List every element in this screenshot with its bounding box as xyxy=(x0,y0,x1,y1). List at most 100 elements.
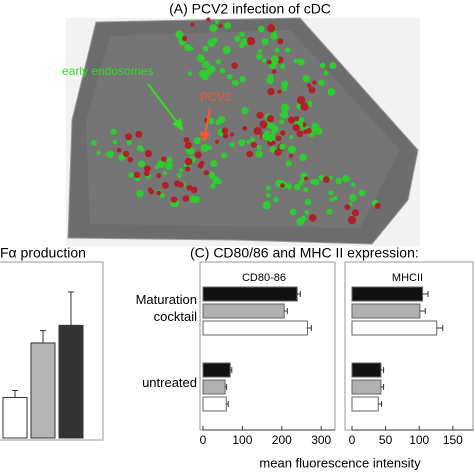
fluor-dot xyxy=(266,59,272,65)
fluor-dot xyxy=(144,165,151,173)
fluor-dot xyxy=(255,150,263,158)
x-tick-label: 50 xyxy=(379,433,393,447)
fluor-dot xyxy=(144,150,153,158)
dots xyxy=(90,17,381,226)
fluor-dot xyxy=(279,119,285,125)
fluor-dot xyxy=(333,195,338,201)
pcv2-arrowhead xyxy=(199,132,210,142)
fluor-dot xyxy=(177,181,184,188)
fluor-dot xyxy=(90,140,97,146)
fluor-dot xyxy=(123,150,130,157)
fluor-dot xyxy=(246,150,254,158)
fluor-dot xyxy=(261,132,270,140)
fluor-dot xyxy=(266,114,275,123)
fluor-dot xyxy=(335,177,343,185)
fluor-dot xyxy=(183,136,190,143)
fluor-dot xyxy=(218,115,226,124)
fluor-dot xyxy=(293,58,299,64)
fluor-dot xyxy=(271,69,277,74)
fluor-dot xyxy=(296,130,304,138)
pcv2-arrow xyxy=(204,107,211,137)
fluor-dot xyxy=(203,170,210,176)
fluor-dot xyxy=(160,156,167,162)
fluor-dot xyxy=(318,79,325,86)
fluor-dot xyxy=(323,70,329,76)
endosome-label: early endosomes xyxy=(62,64,153,78)
fluor-dot xyxy=(231,80,237,86)
fluor-dot xyxy=(267,134,276,143)
fluor-dot xyxy=(280,103,290,112)
bar xyxy=(351,396,379,412)
pcv2-label: PCV2 xyxy=(200,90,232,104)
fluor-dot xyxy=(328,175,333,180)
endosome-arrow xyxy=(147,83,181,127)
fluor-dot xyxy=(257,48,262,54)
fluor-dot xyxy=(157,160,166,169)
fluor-dot xyxy=(256,111,264,119)
fluor-dot xyxy=(159,192,166,199)
fluor-dot xyxy=(206,17,211,22)
fluor-dot xyxy=(229,132,234,137)
fluor-dot xyxy=(288,145,297,154)
fluor-dot xyxy=(207,145,213,151)
fluor-dot xyxy=(184,157,193,166)
fluor-dot xyxy=(219,67,226,74)
fluor-dot xyxy=(210,183,216,189)
fluor-dot xyxy=(256,53,263,60)
fluor-dot xyxy=(226,74,233,80)
endosome-arrowhead xyxy=(172,118,183,131)
fluor-dot xyxy=(315,127,323,135)
fluor-dot xyxy=(229,142,235,148)
bar xyxy=(202,320,308,336)
fluor-dot xyxy=(125,133,133,141)
fluor-dot xyxy=(322,176,330,184)
fluor-dot xyxy=(280,183,285,188)
fluor-dot xyxy=(240,38,249,46)
panel-title: MHCII xyxy=(392,272,423,284)
fluor-dot xyxy=(178,168,184,173)
fluor-dot xyxy=(270,130,276,135)
fluor-dot xyxy=(209,24,218,33)
fluor-dot xyxy=(292,124,300,132)
fluor-dot xyxy=(267,87,275,96)
fluor-dot xyxy=(136,189,144,198)
fluor-dot xyxy=(234,35,241,42)
fluor-dot xyxy=(265,185,271,191)
fluor-dot xyxy=(307,101,313,108)
fluor-dot xyxy=(127,156,134,163)
fluor-dot xyxy=(253,126,262,135)
bar xyxy=(58,324,84,439)
fluor-dot xyxy=(272,196,279,203)
fluor-dot xyxy=(279,113,284,118)
fluor-dot xyxy=(281,111,289,119)
bar xyxy=(351,286,424,302)
bar xyxy=(351,320,438,336)
fluor-dot xyxy=(280,63,286,69)
fluor-dot xyxy=(207,38,216,47)
fluor-dot xyxy=(297,58,305,66)
fluor-dot xyxy=(118,154,126,161)
fluor-dot xyxy=(342,175,350,183)
fluor-dot xyxy=(304,198,312,206)
fluor-dot xyxy=(300,215,307,222)
fluor-dot xyxy=(279,143,286,150)
fluor-dot xyxy=(326,208,333,215)
fluor-dot xyxy=(156,173,162,179)
x-tick-label: 150 xyxy=(443,433,463,447)
fluor-dot xyxy=(128,172,134,178)
panel-a-title: (A) PCV2 infection of cDC xyxy=(169,1,331,17)
fluor-dot xyxy=(184,141,192,149)
fluor-dot xyxy=(182,35,188,42)
fluor-dot xyxy=(289,153,294,158)
fluor-dot xyxy=(300,102,309,111)
fluor-dot xyxy=(221,127,229,134)
fluor-dot xyxy=(304,176,309,181)
fluor-dot xyxy=(312,178,320,186)
fluor-dot xyxy=(156,190,161,196)
fluor-dot xyxy=(218,23,223,28)
fluor-dot xyxy=(303,187,309,193)
fluor-dot xyxy=(110,128,117,135)
category-label: untreated xyxy=(142,375,197,390)
fluor-dot xyxy=(327,88,336,96)
